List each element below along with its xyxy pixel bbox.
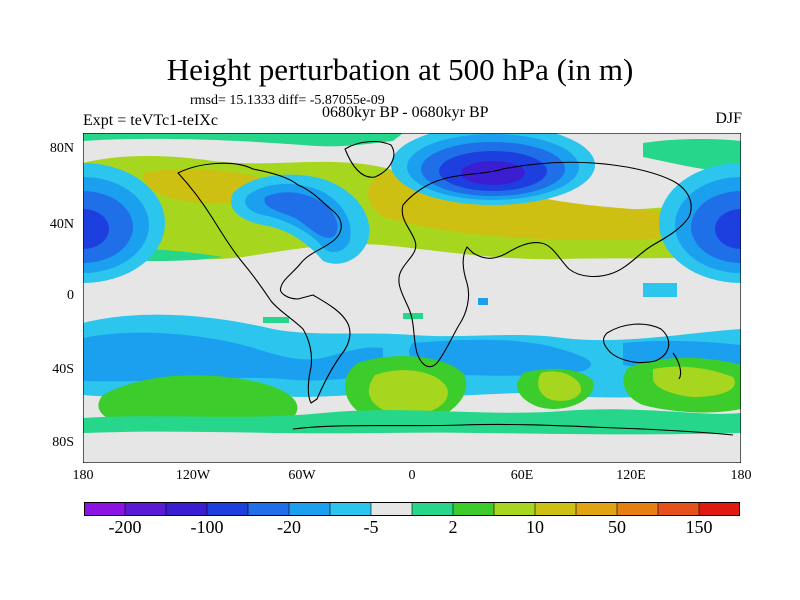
colorbar-box [493,502,536,516]
arctic-low-center [461,161,525,185]
lon-tick-180w: 180 [72,468,94,483]
tropical-speckle [263,317,289,323]
lat-tick-80s: 80S [52,435,74,450]
colorbar-box [247,502,290,516]
lon-tick-60w: 60W [288,468,316,483]
colorbar-box [206,502,249,516]
south-yellowgreen-atlantic [368,370,448,416]
colorbar-box [575,502,618,516]
lat-tick-80n: 80N [49,141,74,156]
south-yellowgreen-indian [538,371,582,401]
pacific-low-east-center [715,209,741,249]
na-trough-core [264,192,338,238]
greenland-coast [344,140,395,178]
south-blue-band-atlantic [409,339,592,376]
colorbar-box [411,502,454,516]
south-yellowgreen-pacific [653,366,735,397]
antarctic-neutral [83,431,741,463]
lat-tick-40s: 40S [52,362,74,377]
colorbar-box [124,502,167,516]
colorbar-box [288,502,331,516]
experiment-label: Expt = teVTc1-teIXc [83,112,218,129]
tropical-speckle [643,283,677,297]
colorbar-box [329,502,372,516]
lon-tick-180e: 180 [730,468,752,483]
lon-tick-120e: 120E [616,468,646,483]
eurasia-africa-coast [398,161,692,368]
colorbar-box [370,502,413,516]
season-label: DJF [715,110,742,127]
colorbar-label-50: 50 [608,517,626,537]
lat-tick-0: 0 [67,288,74,303]
pacific-low-west-center [83,209,109,249]
new-zealand-coast [672,352,682,380]
colorbar-box [452,502,495,516]
colorbar-box [84,502,126,516]
arctic-green-west [83,133,403,147]
colorbar-label-neg200: -200 [108,517,142,537]
colorbar-box [616,502,659,516]
australia-coast [602,323,670,364]
stats-label: rmsd= 15.1333 diff= -5.87055e-09 [190,93,385,108]
colorbar-label-neg20: -20 [277,517,301,537]
colorbar-box [165,502,208,516]
colorbar-box [534,502,577,516]
tropical-speckle [478,298,488,305]
south-blue-band-west [83,332,383,382]
antarctica-coast [292,423,734,436]
colorbar-label-2: 2 [448,517,458,537]
plot-title: Height perturbation at 500 hPa (in m) [166,52,634,87]
coastlines [177,140,734,436]
lon-tick-120w: 120W [175,468,211,483]
lat-tick-40n: 40N [49,217,74,232]
colorbar-label-150: 150 [685,517,713,537]
colorbar [84,502,740,516]
subtropical-neutral [83,255,741,297]
colorbar-frame [84,502,740,516]
lon-tick-60e: 60E [510,468,534,483]
colorbar-label-neg100: -100 [190,517,224,537]
height-perturbation-map [83,133,741,463]
period-label: 0680kyr BP - 0680kyr BP [322,104,489,121]
colorbar-box [698,502,740,516]
arctic-green-east [643,139,741,173]
colorbar-label-10: 10 [526,517,544,537]
americas-coast [177,162,351,404]
tropical-speckle [403,313,423,319]
lon-tick-0: 0 [408,468,416,483]
colorbar-label-neg5: -5 [363,517,379,537]
colorbar-box [657,502,700,516]
